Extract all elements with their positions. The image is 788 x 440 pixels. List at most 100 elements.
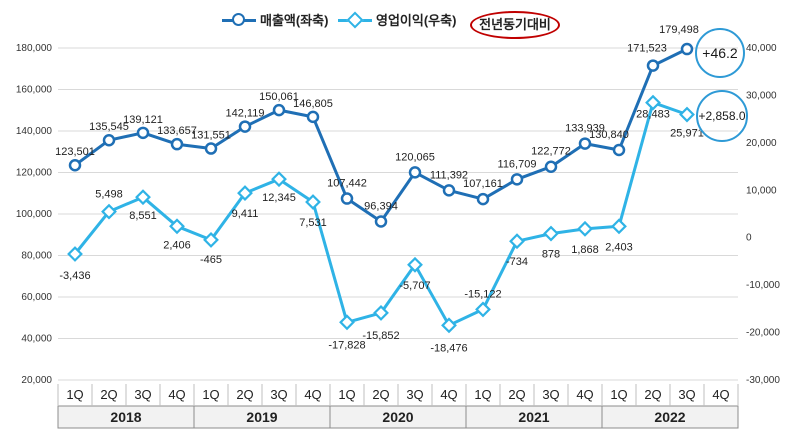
data-point-revenue xyxy=(510,173,524,186)
y-left-tick-label: 60,000 xyxy=(21,292,52,303)
y-left-tick-label: 40,000 xyxy=(21,334,52,345)
data-point-revenue xyxy=(680,42,694,56)
data-label-op-profit: -3,436 xyxy=(59,270,90,282)
data-label-op-profit: -734 xyxy=(506,256,528,268)
data-point-op-profit xyxy=(645,94,661,111)
data-point-op-profit xyxy=(509,233,525,250)
x-tick-label: 1Q xyxy=(610,387,627,402)
legend-label-revenue: 매출액(좌축) xyxy=(260,13,329,28)
x-tick-label: 3Q xyxy=(406,387,423,402)
x-tick-label: 3Q xyxy=(678,387,695,402)
data-point-op-profit xyxy=(203,232,219,248)
data-label-op-profit: 2,403 xyxy=(605,241,633,253)
data-point-revenue xyxy=(204,142,218,155)
year-label: 2020 xyxy=(382,409,413,425)
x-tick-label: 4Q xyxy=(440,387,457,402)
y-right-tick-label: -30,000 xyxy=(746,375,780,386)
data-label-op-profit: 1,868 xyxy=(571,244,599,256)
data-label-revenue: 131,551 xyxy=(191,130,231,142)
data-label-revenue: 111,392 xyxy=(430,169,468,181)
legend-item-revenue: 매출액(좌축) xyxy=(222,10,328,29)
x-tick-label: 4Q xyxy=(576,387,593,402)
data-label-revenue: 123,501 xyxy=(55,146,95,158)
data-label-revenue: 142,119 xyxy=(226,108,265,120)
data-label-revenue: 107,161 xyxy=(463,178,503,190)
data-point-revenue xyxy=(68,158,82,172)
data-point-revenue xyxy=(102,133,116,147)
data-point-revenue xyxy=(612,143,626,157)
data-point-op-profit xyxy=(475,301,491,318)
data-point-op-profit xyxy=(441,317,457,334)
x-tick-label: 1Q xyxy=(202,387,219,402)
data-label-op-profit: 28,483 xyxy=(636,109,670,121)
x-tick-label: 2Q xyxy=(372,387,389,402)
data-label-op-profit: 9,411 xyxy=(232,208,259,220)
data-point-op-profit xyxy=(67,246,83,262)
y-right-tick-label: 40,000 xyxy=(746,43,777,54)
legend-swatch-op-profit xyxy=(338,11,372,28)
data-point-revenue xyxy=(136,126,150,140)
data-point-revenue xyxy=(374,215,388,228)
data-label-op-profit: -18,476 xyxy=(430,342,467,354)
x-tick-label: 1Q xyxy=(66,387,83,402)
y-right-tick-label: 10,000 xyxy=(746,185,777,196)
x-tick-label: 3Q xyxy=(270,387,287,402)
data-label-op-profit: -15,122 xyxy=(464,288,501,300)
data-label-op-profit: -5,707 xyxy=(399,280,430,292)
x-tick-label: 3Q xyxy=(542,387,559,402)
x-tick-label: 3Q xyxy=(134,387,151,402)
data-point-op-profit xyxy=(101,203,117,220)
y-left-tick-label: 100,000 xyxy=(16,209,53,220)
legend-swatch-revenue xyxy=(222,12,256,27)
data-point-op-profit xyxy=(373,304,389,321)
data-point-op-profit xyxy=(407,256,423,273)
data-label-revenue: 139,121 xyxy=(123,114,163,126)
data-point-revenue xyxy=(272,103,286,117)
data-label-op-profit: -465 xyxy=(200,254,222,266)
data-label-revenue: 120,065 xyxy=(395,151,435,163)
data-point-revenue xyxy=(408,166,422,179)
data-point-revenue xyxy=(544,160,558,173)
data-point-op-profit xyxy=(271,171,287,188)
data-point-op-profit xyxy=(679,106,695,123)
legend-item-op-profit: 영업이익(우축) xyxy=(338,10,456,29)
data-label-op-profit: 5,498 xyxy=(95,189,123,201)
year-label: 2019 xyxy=(246,409,277,425)
data-point-op-profit xyxy=(237,185,253,201)
data-label-revenue: 135,545 xyxy=(89,121,129,133)
data-label-revenue: 171,523 xyxy=(627,43,667,55)
y-left-tick-label: 80,000 xyxy=(21,251,52,262)
data-label-op-profit: -15,852 xyxy=(362,330,399,342)
x-tick-label: 2Q xyxy=(508,387,525,402)
data-label-op-profit: 7,531 xyxy=(299,217,327,229)
data-label-revenue: 150,061 xyxy=(259,91,299,103)
x-tick-label: 1Q xyxy=(474,387,491,402)
x-tick-label: 4Q xyxy=(304,387,321,402)
data-point-op-profit xyxy=(611,218,627,235)
data-label-revenue: 96,394 xyxy=(364,200,398,212)
y-right-tick-label: 30,000 xyxy=(746,90,777,101)
y-left-tick-label: 140,000 xyxy=(16,126,53,137)
data-point-revenue xyxy=(578,137,592,150)
data-label-op-profit: 8,551 xyxy=(129,210,157,222)
data-point-revenue xyxy=(238,120,252,133)
callout-op-profit-yoy: +2,858.0 xyxy=(696,90,748,142)
x-tick-label: 4Q xyxy=(712,387,729,402)
data-point-revenue xyxy=(442,184,456,197)
x-tick-label: 2Q xyxy=(644,387,661,402)
year-label: 2022 xyxy=(654,409,685,425)
data-label-op-profit: 25,971 xyxy=(670,128,704,140)
data-label-revenue: 122,772 xyxy=(531,146,571,158)
data-point-revenue xyxy=(306,110,320,124)
data-label-revenue: 133,939 xyxy=(565,123,605,135)
data-label-op-profit: -17,828 xyxy=(328,339,365,351)
data-label-revenue: 179,498 xyxy=(659,24,699,36)
data-point-op-profit xyxy=(305,194,321,210)
year-label: 2018 xyxy=(110,409,141,425)
data-label-revenue: 133,657 xyxy=(157,125,197,137)
x-tick-label: 1Q xyxy=(338,387,355,402)
data-point-op-profit xyxy=(135,189,151,206)
x-tick-label: 2Q xyxy=(100,387,117,402)
data-label-revenue: 130,840 xyxy=(589,129,629,141)
yoy-badge: 전년동기대비 xyxy=(470,11,560,39)
